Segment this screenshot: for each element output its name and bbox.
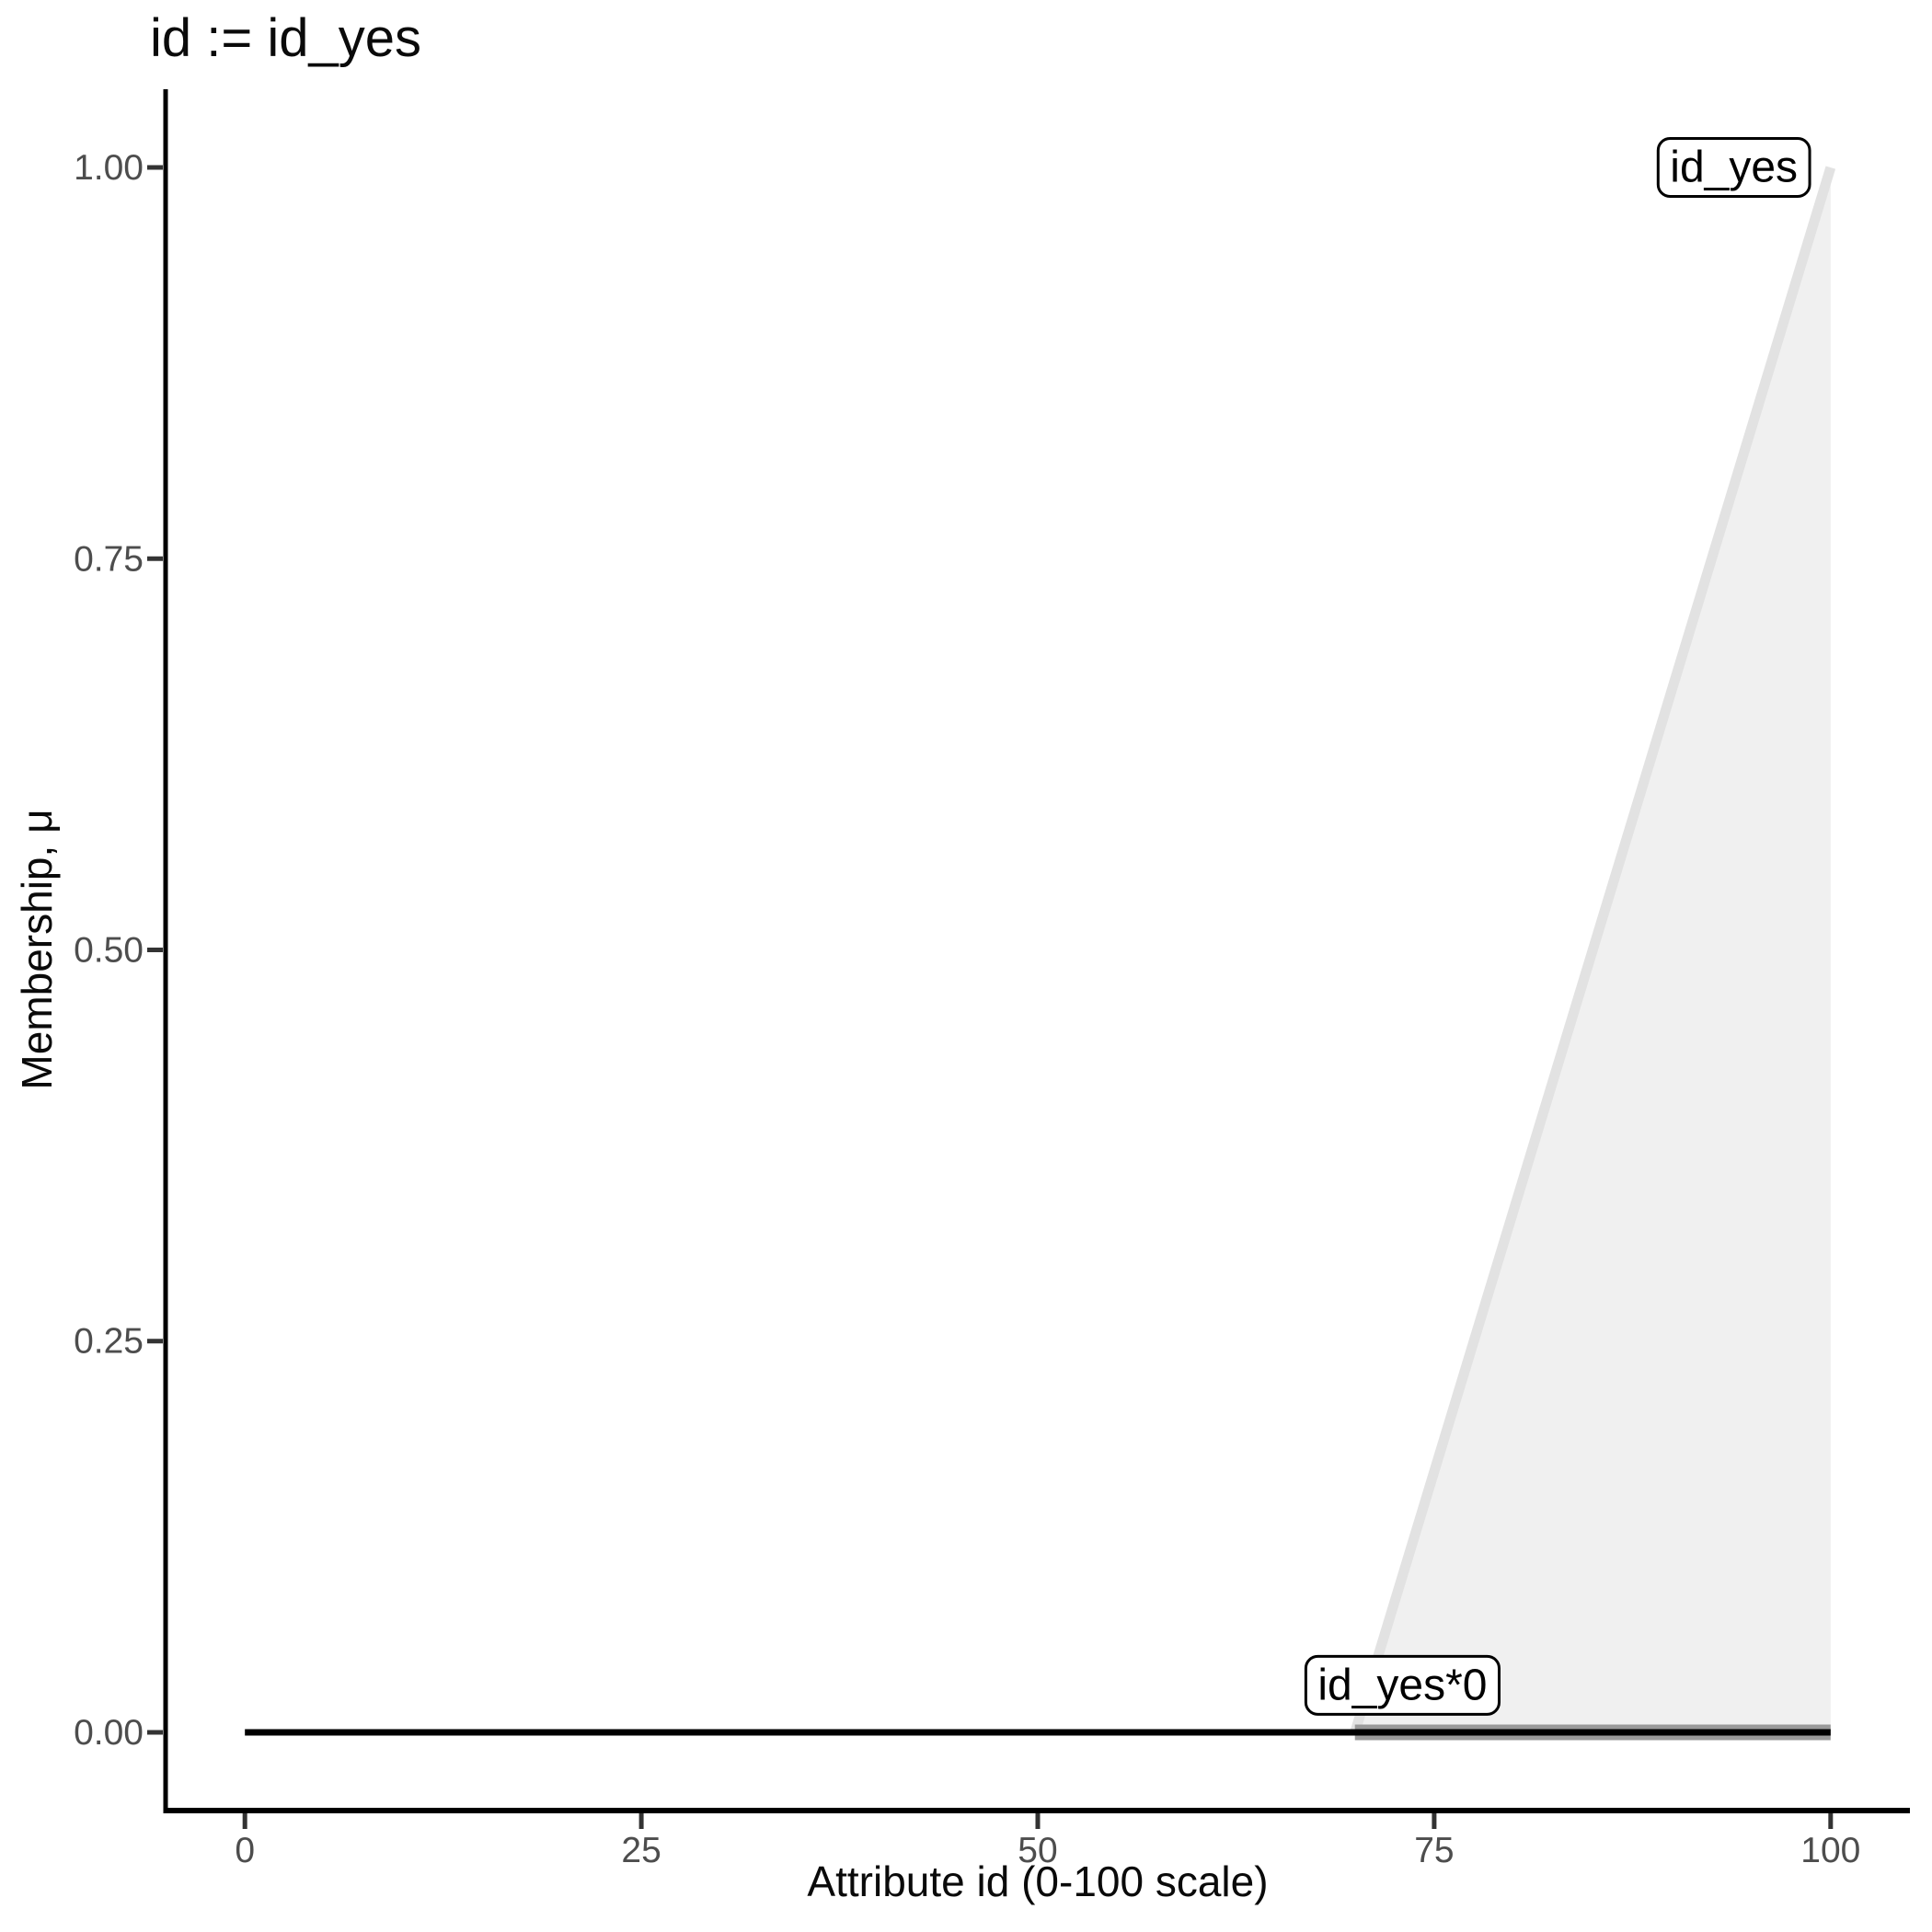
y-axis-title: Membership, μ [13,809,61,1090]
x-tick-label: 50 [1018,1831,1057,1870]
annotation-label-id-yes-0: id_yes*0 [1304,1654,1501,1716]
x-tick-label: 100 [1800,1831,1860,1870]
y-tick-label: 0.25 [74,1322,144,1362]
x-tick-label: 0 [235,1831,255,1870]
x-tick-label: 75 [1414,1831,1454,1870]
y-tick-label: 0.50 [74,931,144,971]
chart-title: id := id_yes [150,8,422,68]
annotation-box [1304,1654,1501,1716]
annotation-text: id_yes*0 [1317,1661,1487,1709]
series-id-yes-line [1350,166,1836,1734]
x-axis-title: Attribute id (0-100 scale) [807,1857,1269,1905]
y-tick-label: 0.00 [74,1713,144,1753]
annotation-text: id_yes [1670,144,1798,192]
y-tick-label: 0.75 [74,539,144,579]
y-tick-label: 1.00 [74,148,144,188]
annotation-label-id-yes: id_yes [1656,137,1811,199]
x-tick-label: 25 [621,1831,661,1870]
annotation-box [1656,137,1811,199]
